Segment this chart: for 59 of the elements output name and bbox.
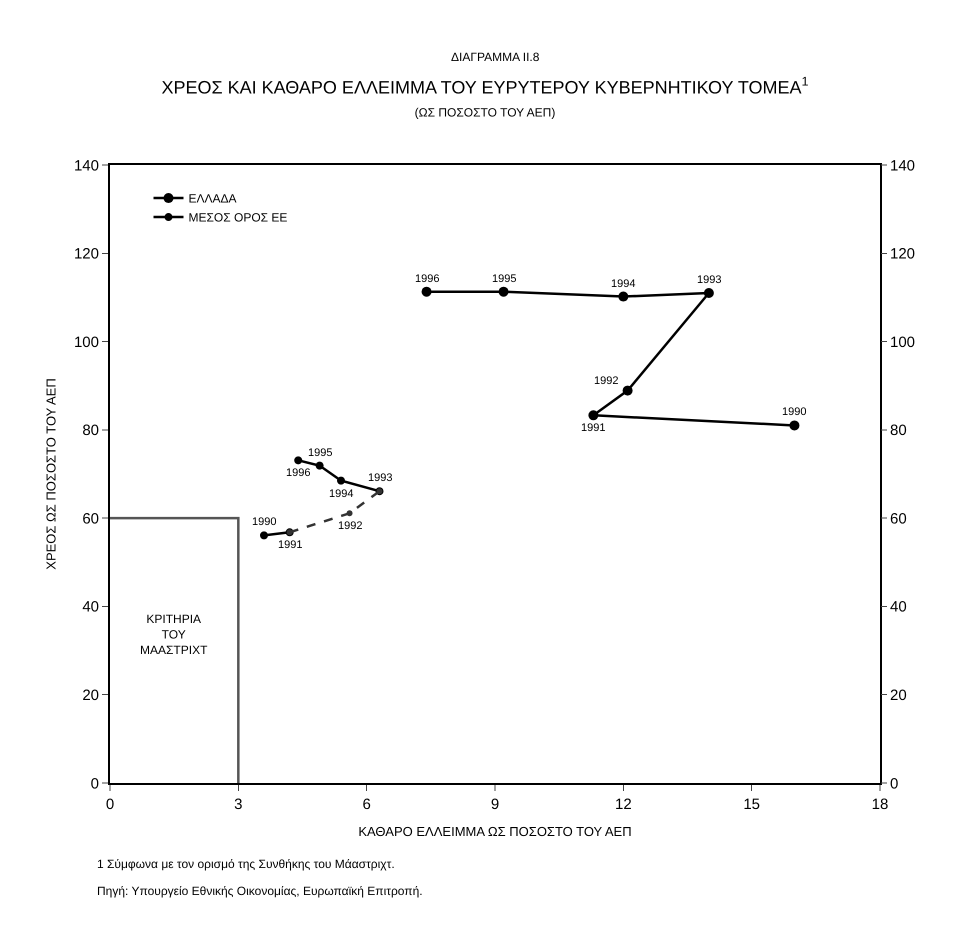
annotation: 1993 xyxy=(368,472,392,484)
annotation: 1990 xyxy=(782,406,806,418)
y2-tick-label: 140 xyxy=(890,157,916,174)
y2-tick-label: 100 xyxy=(890,334,916,351)
annotation: 1992 xyxy=(594,375,618,387)
annotation: 1990 xyxy=(252,516,276,528)
annotation: 1994 xyxy=(611,278,636,290)
y-tick-label: 40 xyxy=(82,598,99,616)
point xyxy=(260,531,268,540)
annotation: ΚΡΙΤΗΡΙΑ ΤΟΥ ΜΑΑΣΤΡΙΧΤ xyxy=(140,612,208,658)
x-tick-label: 3 xyxy=(234,796,242,813)
annotation: 1993 xyxy=(697,274,722,286)
y2-tick-label: 80 xyxy=(890,422,907,440)
y-tick-label: 140 xyxy=(74,157,99,174)
x-tick-label: 15 xyxy=(743,796,760,813)
legend-label: ΕΛΛΑΔΑ xyxy=(188,192,237,206)
y-tick-label: 60 xyxy=(82,510,99,528)
y-tick-label: 80 xyxy=(82,422,99,440)
point xyxy=(498,286,509,297)
point xyxy=(704,288,714,298)
point xyxy=(789,420,800,430)
y2-tick-label: 40 xyxy=(890,598,907,616)
chart-subtitle: (ΩΣ ΠΟΣΟΣΤΟ ΤΟΥ ΑΕΠ) xyxy=(414,106,556,120)
annotation: 1995 xyxy=(308,447,332,459)
y-axis-title: ΧΡΕΟΣ ΩΣ ΠΟΣΟΣΤΟ ΤΟΥ ΑΕΠ xyxy=(43,378,58,570)
point xyxy=(422,286,432,297)
x-tick-label: 6 xyxy=(362,796,371,813)
x-tick-label: 9 xyxy=(490,796,500,813)
x-axis-title: ΚΑΘΑΡΟ ΕΛΛΕΙΜΜΑ ΩΣ ΠΟΣΟΣΤΟ ΤΟΥ ΑΕΠ xyxy=(358,824,632,840)
point xyxy=(337,476,345,485)
legend-label: ΜΕΣΟΣ ΟΡΟΣ ΕΕ xyxy=(188,210,288,225)
text: ΔΙΑΓΡΑΜΜΑ ΙΙ.8 xyxy=(451,50,540,64)
text: 1 Σύμφωνα με τον ορισμό της Συνθήκης του Μάαστριχτ. xyxy=(97,857,395,871)
point xyxy=(316,462,324,470)
annotation: 1994 xyxy=(329,488,354,500)
x-tick-label: 0 xyxy=(106,796,114,813)
annotation: 1991 xyxy=(581,422,606,434)
annotation: 1996 xyxy=(286,467,310,479)
y2-tick-label: 60 xyxy=(890,510,907,528)
y2-tick-label: 20 xyxy=(890,686,907,704)
y-tick-label: 100 xyxy=(74,334,99,351)
point xyxy=(294,456,302,464)
point xyxy=(588,410,598,420)
x-tick-label: 12 xyxy=(614,796,632,813)
y-tick-label: 20 xyxy=(82,686,99,704)
y-tick-label: 120 xyxy=(74,246,99,263)
y2-tick-label: 120 xyxy=(890,246,916,263)
y2-tick-label: 0 xyxy=(890,775,898,792)
x-tick-label: 18 xyxy=(872,796,888,813)
chart-title: ΧΡΕΟΣ ΚΑΙ ΚΑΘΑΡΟ ΕΛΛΕΙΜΜΑ ΤΟΥ ΕΥΡΥΤΕΡΟΥ ΚΥΒΕΡΝΗΤΙΚΟΥ ΤΟΜΕΑ$^{1}$ xyxy=(161,74,809,98)
text: Πηγή: Υπουργείο Εθνικής Οικονομίας, Ευρωπαϊκή Επιτροπή. xyxy=(97,884,423,898)
point xyxy=(618,292,628,302)
y-tick-label: 0 xyxy=(90,775,99,792)
point xyxy=(346,510,353,516)
annotation: 1996 xyxy=(415,273,440,285)
annotation: 1992 xyxy=(338,520,362,532)
point xyxy=(622,386,633,396)
annotation: 1991 xyxy=(278,539,302,551)
annotation: 1995 xyxy=(492,273,516,285)
